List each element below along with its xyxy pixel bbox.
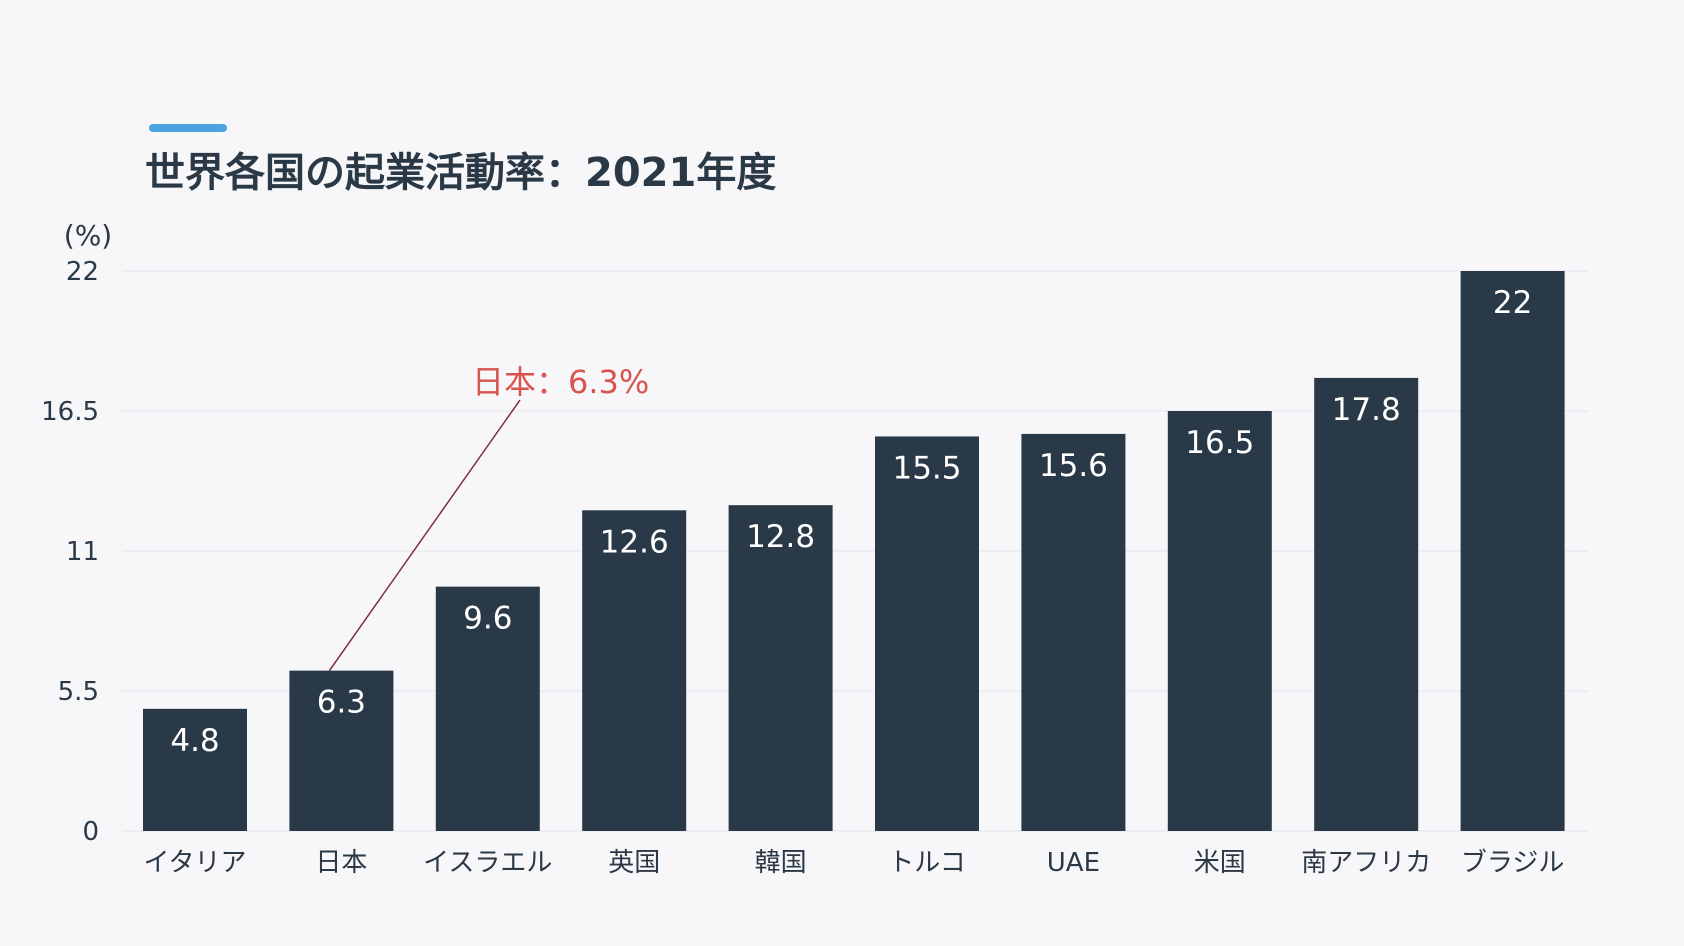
bar-value-label: 15.5 — [892, 450, 961, 486]
y-tick-label: 0 — [82, 817, 99, 847]
x-category-label: トルコ — [888, 848, 965, 878]
bar-value-labels: 4.8 6.3 9.6 12.6 12.8 15.5 15.6 16.5 17.8 22 — [170, 285, 1532, 759]
annotation-leader-line — [328, 399, 521, 672]
y-axis-tick-labels: 0 5.5 11 16.5 22 — [41, 257, 99, 847]
japan-annotation: 日本：6.3% — [328, 363, 649, 672]
bar — [289, 670, 394, 831]
bar — [1021, 433, 1126, 831]
y-axis-unit-label: (%) — [64, 219, 112, 252]
bar-value-label: 22 — [1493, 285, 1532, 321]
bar — [728, 505, 833, 831]
title-accent-bar — [149, 124, 227, 132]
x-category-label: 韓国 — [755, 848, 807, 878]
y-tick-label: 5.5 — [58, 677, 99, 707]
bar — [1460, 271, 1565, 831]
y-tick-label: 16.5 — [41, 397, 99, 427]
bar — [435, 586, 540, 831]
x-category-label: 日本 — [315, 848, 367, 878]
bar-value-label: 15.6 — [1039, 448, 1108, 484]
x-category-label: イタリア — [144, 848, 247, 878]
bar-value-label: 4.8 — [170, 723, 219, 759]
bar-value-label: 16.5 — [1185, 425, 1254, 461]
x-category-label: 南アフリカ — [1301, 848, 1431, 878]
x-category-label: 英国 — [608, 848, 660, 878]
bar — [143, 708, 247, 831]
bar-value-label: 9.6 — [463, 601, 512, 637]
annotation-label: 日本：6.3% — [472, 363, 649, 401]
bar-value-label: 12.8 — [746, 519, 815, 555]
x-category-label: イスラエル — [423, 848, 552, 878]
bar — [1314, 377, 1419, 831]
x-axis-category-labels: イタリア 日本 イスラエル 英国 韓国 トルコ UAE 米国 南アフリカ ブラジル — [144, 848, 1565, 878]
bar-value-label: 6.3 — [317, 685, 366, 721]
bar — [582, 510, 687, 831]
x-category-label: ブラジル — [1461, 848, 1564, 878]
bar-value-label: 12.6 — [600, 524, 669, 560]
x-category-label: 米国 — [1194, 848, 1246, 878]
y-tick-label: 22 — [66, 257, 99, 287]
bar-value-label: 17.8 — [1332, 392, 1401, 428]
bar — [1167, 411, 1272, 831]
y-tick-label: 11 — [66, 537, 99, 567]
bars — [143, 271, 1565, 831]
bar — [875, 436, 979, 831]
chart-title: 世界各国の起業活動率：2021年度 — [145, 150, 777, 196]
x-category-label: UAE — [1047, 848, 1100, 878]
